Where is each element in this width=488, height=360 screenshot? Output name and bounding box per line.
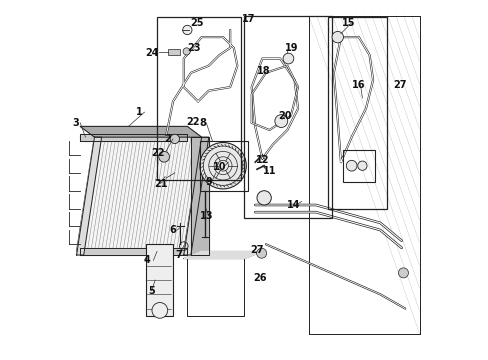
Text: 3: 3 [72, 118, 79, 128]
Text: 6: 6 [169, 225, 175, 235]
Text: 20: 20 [277, 111, 291, 121]
Polygon shape [77, 137, 201, 251]
Circle shape [152, 302, 167, 318]
Bar [342, 150, 374, 182]
Text: 5: 5 [148, 286, 155, 296]
Polygon shape [80, 134, 187, 141]
Text: 24: 24 [145, 48, 159, 58]
Polygon shape [77, 137, 102, 255]
Text: 7: 7 [175, 250, 182, 260]
Text: 27: 27 [250, 245, 263, 255]
Text: 10: 10 [212, 162, 226, 172]
Bar [167, 49, 180, 55]
Text: 25: 25 [190, 18, 203, 28]
Text: 23: 23 [186, 43, 200, 53]
Text: 16: 16 [351, 80, 365, 90]
Circle shape [274, 114, 287, 127]
Polygon shape [190, 137, 208, 255]
Bar [200, 141, 247, 191]
Text: 17: 17 [242, 14, 255, 24]
Text: 2: 2 [164, 134, 171, 144]
Circle shape [183, 48, 190, 55]
Text: 18: 18 [257, 66, 270, 76]
Text: 22: 22 [151, 148, 164, 158]
Circle shape [357, 161, 366, 170]
Text: 21: 21 [154, 179, 168, 189]
Circle shape [159, 152, 169, 162]
Circle shape [283, 53, 293, 64]
Text: 1: 1 [136, 107, 142, 117]
Circle shape [331, 31, 343, 43]
Text: 27: 27 [392, 80, 406, 90]
Bar [146, 244, 173, 316]
Circle shape [256, 248, 266, 258]
Text: 26: 26 [253, 273, 266, 283]
Text: 11: 11 [262, 166, 276, 176]
Text: 22: 22 [185, 117, 199, 127]
Text: 12: 12 [256, 156, 269, 165]
Polygon shape [183, 251, 262, 258]
Circle shape [346, 160, 356, 171]
Text: 14: 14 [286, 200, 300, 210]
Bar [157, 18, 241, 180]
Circle shape [183, 25, 192, 35]
Polygon shape [183, 137, 208, 255]
Circle shape [257, 191, 271, 205]
Text: 9: 9 [205, 177, 212, 187]
Bar [328, 18, 386, 208]
Bar [244, 16, 331, 217]
Text: 4: 4 [143, 255, 150, 265]
Polygon shape [80, 248, 187, 255]
Text: 15: 15 [342, 18, 355, 28]
Circle shape [200, 143, 246, 189]
Text: 8: 8 [199, 118, 205, 128]
Polygon shape [80, 126, 201, 137]
Text: 13: 13 [200, 211, 213, 221]
Circle shape [170, 134, 179, 144]
Circle shape [398, 268, 407, 278]
Text: 19: 19 [285, 43, 298, 53]
